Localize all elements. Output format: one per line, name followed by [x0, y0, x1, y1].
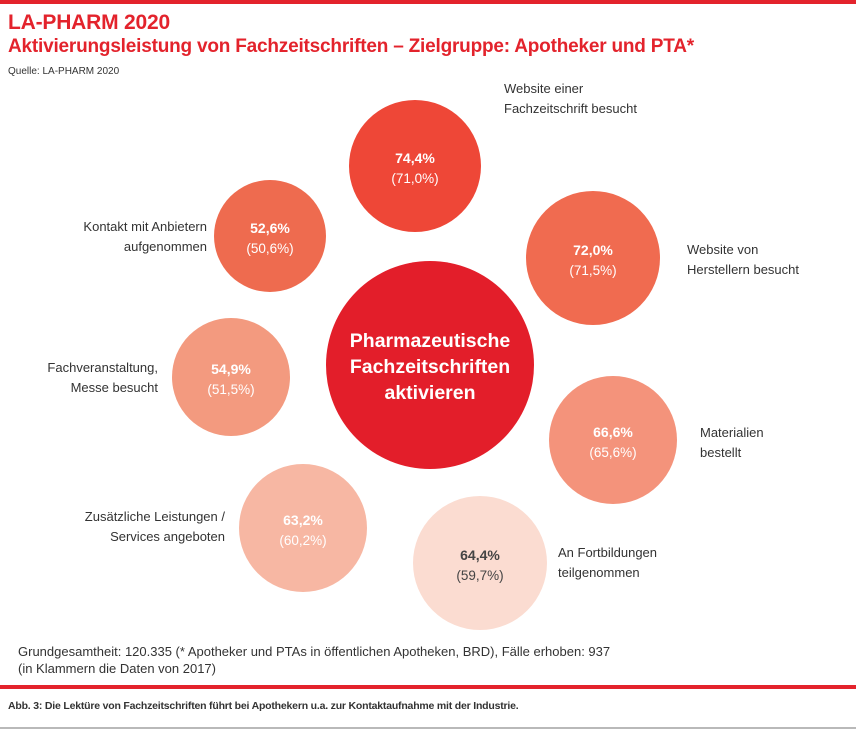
- bubble-value-2020: 54,9%: [211, 361, 251, 377]
- bubble-label: Services angeboten: [110, 529, 225, 544]
- bubble-group: 63,2% (60,2%) Zusätzliche Leistungen / Serv…: [85, 464, 367, 592]
- bubble-label: Herstellern besucht: [687, 262, 799, 277]
- figure-caption: Abb. 3: Die Lektüre von Fachzeitschrifte…: [8, 700, 519, 712]
- bubble-chart: Pharmazeutische Fachzeitschriften aktivier…: [47, 81, 799, 630]
- bubble: [214, 180, 326, 292]
- bubble-label: Materialien: [700, 425, 764, 440]
- bubble-group: 64,4% (59,7%) An Fortbildungen teilgenommen: [413, 496, 657, 630]
- bubble-label: Website einer: [504, 81, 584, 96]
- bubble-value-2017: (59,7%): [456, 568, 503, 583]
- caption-rule: [0, 727, 856, 729]
- center-label-line: aktivieren: [384, 382, 475, 404]
- center-bubble-group: Pharmazeutische Fachzeitschriften aktivier…: [326, 261, 534, 469]
- center-bubble: [326, 261, 534, 469]
- bubble-value-2020: 66,6%: [593, 424, 633, 440]
- top-rule: [0, 0, 856, 4]
- source-note: Quelle: LA-PHARM 2020: [8, 66, 120, 77]
- bubble-label: Fachzeitschrift besucht: [504, 101, 637, 116]
- bubble-label: aufgenommen: [124, 239, 207, 254]
- bubble-group: 74,4% (71,0%) Website einer Fachzeitschrift…: [349, 81, 637, 232]
- bubble-value-2017: (71,5%): [569, 263, 616, 278]
- bubble: [239, 464, 367, 592]
- bubble-label: An Fortbildungen: [558, 545, 657, 560]
- bubble-group: 52,6% (50,6%) Kontakt mit Anbietern aufgeno…: [83, 180, 326, 292]
- bottom-rule: [0, 685, 856, 689]
- bubble-group: 72,0% (71,5%) Website von Herstellern besuc…: [526, 191, 799, 325]
- chart-title: LA-PHARM 2020: [8, 11, 170, 34]
- bubble-label: Zusätzliche Leistungen /: [85, 509, 226, 524]
- bubble-group: 66,6% (65,6%) Materialien bestellt: [549, 376, 764, 504]
- bubble-group: 54,9% (51,5%) Fachveranstaltung, Messe besu…: [47, 318, 290, 436]
- bubble-value-2017: (60,2%): [279, 533, 326, 548]
- bubble: [349, 100, 481, 232]
- bubble-value-2020: 52,6%: [250, 220, 290, 236]
- bubble-value-2020: 64,4%: [460, 547, 500, 563]
- footnote-base: Grundgesamtheit: 120.335 (* Apotheker un…: [18, 644, 611, 659]
- bubble-value-2020: 74,4%: [395, 150, 435, 166]
- bubble-value-2017: (71,0%): [391, 171, 438, 186]
- bubble-label: teilgenommen: [558, 565, 640, 580]
- bubble-label: bestellt: [700, 445, 742, 460]
- bubble: [526, 191, 660, 325]
- center-label-line: Pharmazeutische: [350, 330, 511, 352]
- bubble-label: Website von: [687, 242, 758, 257]
- bubble: [549, 376, 677, 504]
- center-label-line: Fachzeitschriften: [350, 356, 510, 378]
- bubble-label: Fachveranstaltung,: [47, 360, 158, 375]
- bubble-label: Kontakt mit Anbietern: [83, 219, 207, 234]
- bubble-value-2020: 72,0%: [573, 242, 613, 258]
- bubble-value-2020: 63,2%: [283, 512, 323, 528]
- bubble-label: Messe besucht: [71, 380, 159, 395]
- bubble-value-2017: (50,6%): [246, 241, 293, 256]
- footnote: Grundgesamtheit: 120.335 (* Apotheker un…: [18, 643, 610, 677]
- bubble-value-2017: (51,5%): [207, 382, 254, 397]
- bubble: [413, 496, 547, 630]
- chart-subtitle: Aktivierungsleistung von Fachzeitschrift…: [8, 36, 694, 57]
- bubble: [172, 318, 290, 436]
- footnote-years: (in Klammern die Daten von 2017): [18, 661, 216, 676]
- bubble-value-2017: (65,6%): [589, 445, 636, 460]
